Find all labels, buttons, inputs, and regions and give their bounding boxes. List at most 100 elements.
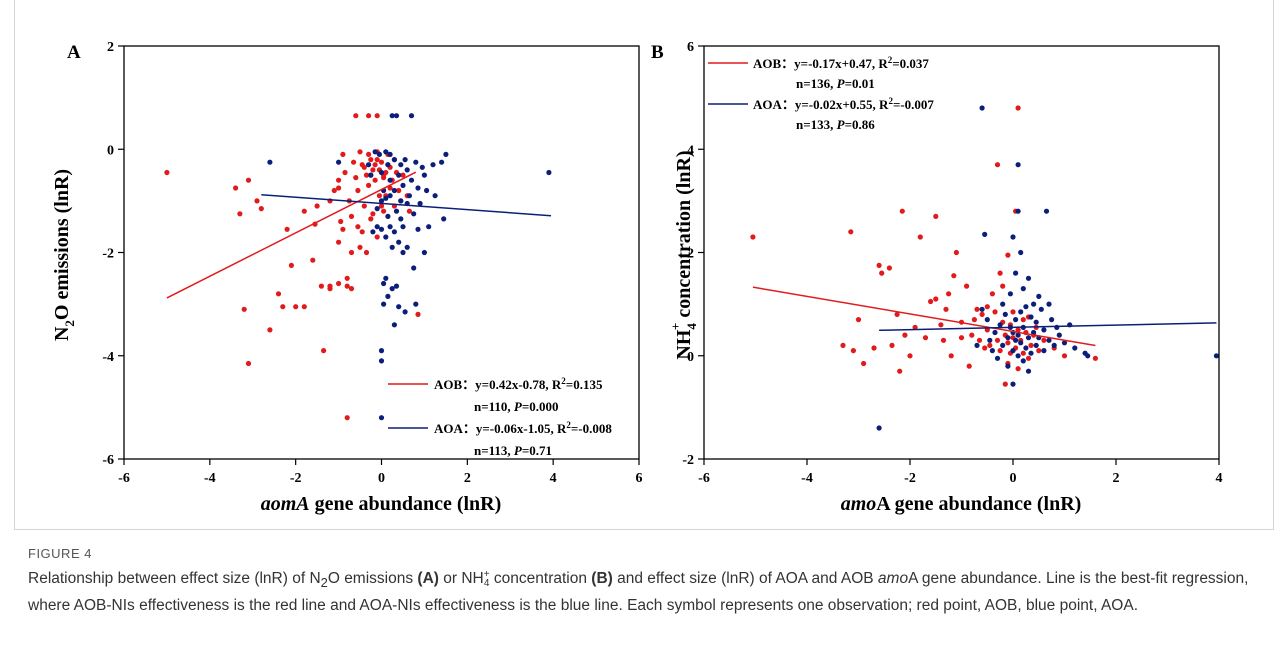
panel-b-aoa-point (1010, 348, 1016, 354)
panel-b-aoa-point (1013, 270, 1019, 276)
panel-b-aoa-point (1002, 311, 1008, 317)
panel-b-aoa-point (1085, 353, 1091, 359)
panel-a-aob-point (372, 162, 378, 168)
panel-b-y-tick-label: 0 (687, 350, 694, 365)
panel-b-aoa-point (1033, 342, 1039, 348)
panel-a-legend-aoa-stats: n=113, P=0.71 (474, 443, 552, 458)
panel-a-aoa-point (393, 113, 400, 119)
panel-a-aob-point (363, 172, 370, 178)
panel-b-aob-point (933, 296, 939, 302)
panel-a-aoa-point (378, 348, 385, 354)
panel-b-aob-point (1028, 342, 1034, 348)
panel-b-y-axis-label: NH4+ concentration (lnR) (668, 150, 699, 359)
panel-a-aob-point (164, 169, 170, 176)
panel-b-aob-point (1036, 348, 1042, 354)
panel-a-aoa-point (385, 293, 391, 299)
panel-a-aoa-point (546, 169, 552, 176)
panel-a-aob-point (366, 113, 372, 119)
panel-a-aoa-point (378, 358, 385, 364)
panel-b-aob-point (1041, 337, 1047, 343)
figure-caption: FIGURE 4 Relationship between effect siz… (28, 546, 1268, 617)
panel-a-aoa-point (408, 113, 415, 119)
panel-a-aob-point (338, 218, 344, 225)
panel-a-label: A (67, 42, 81, 63)
panel-b-aob-point (907, 353, 913, 359)
panel-b-legend-aob-stats: n=136, P=0.01 (796, 76, 875, 91)
panel-b-aoa-point (1000, 301, 1006, 307)
panel-b-aoa-point (1010, 381, 1016, 387)
panel-a-aoa-point (391, 187, 397, 194)
panel-a-y-tick-label: -6 (102, 453, 114, 468)
panel-b-legend: AOB：y=-0.17x+0.47, R2=0.037 n=136, P=0.0… (708, 55, 934, 132)
panel-a-y-tick-label: -2 (102, 247, 114, 262)
panel-b-aob-point (1010, 309, 1016, 315)
panel-a-aoa-point (419, 164, 425, 170)
panel-b-aob-point (984, 304, 990, 310)
panel-b-aob-point (974, 306, 980, 312)
panel-a-x-tick-label: 2 (464, 471, 471, 486)
panel-b-aob-point (1015, 327, 1021, 333)
panel-b-aoa-point (1015, 208, 1021, 214)
panel-b-aoa-point (974, 342, 980, 348)
panel-a-aoa-point (387, 151, 393, 157)
panel-a-aoa-point (389, 244, 395, 250)
panel-b-aoa-point (1041, 348, 1047, 354)
panel-a-aob-point (363, 249, 370, 256)
panel-a-aoa-point (383, 234, 389, 240)
panel-a-aob-point (284, 226, 290, 232)
panel-b-aob-point (750, 234, 756, 240)
panel-a-x-tick-label: -4 (204, 471, 216, 486)
panel-a-aoa-point (415, 226, 421, 232)
panel-b-aoa-point (1025, 335, 1032, 341)
panel-b-aob-point (997, 348, 1003, 354)
panel-a-aob-point (254, 198, 260, 204)
panel-b-aoa-point (1005, 363, 1011, 369)
panel-b-aoa-point (1031, 301, 1037, 307)
panel-a-x-tick-label: 0 (378, 471, 385, 486)
panel-a-aoa-point (383, 149, 389, 155)
panel-a-x-tick-label: 4 (550, 471, 557, 486)
panel-a-aob-point (340, 151, 346, 157)
panel-b-aoa-point (1025, 275, 1032, 281)
panel-a-aoa-point (400, 224, 406, 230)
panel-b-y-tick-label: 6 (687, 40, 694, 55)
panel-a-aob-point (310, 257, 316, 263)
panel-b-aob-point (1002, 381, 1008, 387)
panel-b-aoa-point (1061, 340, 1068, 346)
panel-a-aoa-point (398, 198, 404, 204)
panel-a-aoa-point (391, 157, 397, 163)
panel-a-aob-point (344, 283, 350, 289)
panel-b-x-tick-label: 0 (1010, 471, 1017, 486)
panel-a-aoa-point (413, 301, 419, 307)
panel-a-aob-point (387, 185, 393, 191)
panel-b-aob-point (876, 262, 882, 268)
panel-a-aob-point (321, 348, 327, 354)
panel-a-aoa-point (389, 113, 395, 119)
panel-b-legend-aob-eq: AOB：y=-0.17x+0.47, R2=0.037 (753, 55, 929, 71)
panel-a-aoa-point (372, 149, 378, 155)
panel-b-aob-point (958, 335, 965, 341)
panel-b-aob-point (928, 298, 934, 305)
panel-b-aoa-point (989, 348, 996, 354)
panel-a-aoa-point (421, 172, 427, 178)
figure-4-charts: A N2O emissions (lnR) aomA gene abundanc… (51, 40, 1223, 515)
panel-b-aoa-point (984, 317, 990, 323)
panel-a-aoa-point (381, 301, 387, 307)
panel-b-aob-point (1000, 283, 1006, 289)
panel-a-aob-point (342, 169, 348, 176)
panel-b-aoa-point (1023, 345, 1029, 351)
panel-a-aob-point (288, 262, 294, 268)
panel-a-aoa-point (426, 224, 432, 230)
panel-a-aob-point (415, 311, 421, 317)
panel-b-aoa-point (982, 231, 988, 237)
panel-a-aoa-point (441, 216, 447, 222)
panel-b-aob-point (1005, 340, 1011, 346)
panel-a-aob-point (374, 234, 380, 240)
panel-b-x-tick-label: -6 (698, 471, 710, 486)
panel-a-aoa-point (404, 244, 410, 250)
panel-a-aoa-point (400, 249, 406, 256)
panel-b-aob-point (917, 234, 923, 240)
panel-a-aob-point (355, 187, 361, 194)
panel-a-aoa-point (378, 415, 385, 421)
